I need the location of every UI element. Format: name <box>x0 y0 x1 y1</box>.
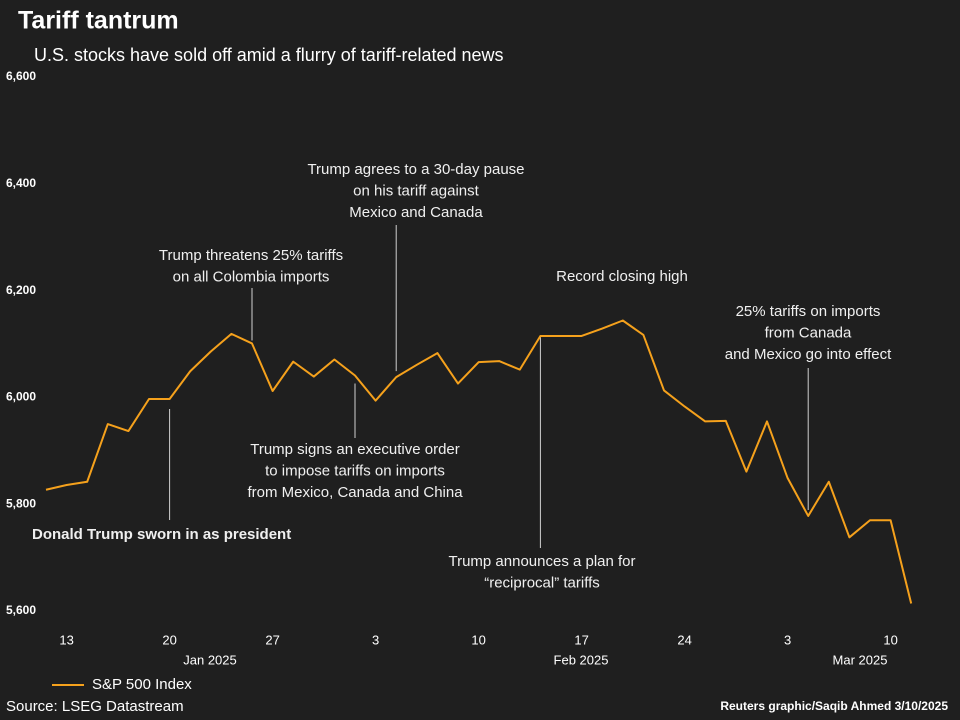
annotation: and Mexico go into effect <box>725 346 892 363</box>
x-tick-label: 10 <box>883 632 897 647</box>
annotation: to impose tariffs on imports <box>265 462 445 479</box>
source: Source: LSEG Datastream <box>6 698 184 715</box>
annotation: Mexico and Canada <box>349 204 483 221</box>
x-tick-label: 3 <box>372 632 379 647</box>
x-tick-label: 3 <box>784 632 791 647</box>
legend-label: S&P 500 Index <box>92 676 192 693</box>
annotation: “reciprocal” tariffs <box>484 574 600 591</box>
annotation: from Canada <box>765 324 852 341</box>
credit: Reuters graphic/Saqib Ahmed 3/10/2025 <box>720 699 948 713</box>
annotation: Record closing high <box>556 268 688 285</box>
annotation: Trump announces a plan for <box>448 553 635 570</box>
annotation: on all Colombia imports <box>173 268 330 285</box>
x-tick-label: 24 <box>677 632 691 647</box>
y-tick-label: 6,400 <box>6 176 36 190</box>
month-label: Jan 2025 <box>183 652 237 667</box>
x-tick-label: 27 <box>265 632 279 647</box>
y-tick-label: 5,600 <box>6 603 36 617</box>
annotation: 25% tariffs on imports <box>736 303 881 320</box>
month-label: Feb 2025 <box>554 652 609 667</box>
y-tick-label: 5,800 <box>6 496 36 510</box>
annotation: Trump signs an executive order <box>250 441 460 458</box>
y-tick-label: 6,000 <box>6 390 36 404</box>
data-line <box>45 319 913 604</box>
y-tick-label: 6,200 <box>6 283 36 297</box>
x-tick-label: 13 <box>59 632 73 647</box>
x-tick-label: 17 <box>574 632 588 647</box>
annotation: Trump threatens 25% tariffs <box>159 247 343 264</box>
chart-subtitle: U.S. stocks have sold off amid a flurry … <box>34 45 504 65</box>
annotation: Donald Trump sworn in as president <box>32 526 291 543</box>
annotation: Trump agrees to a 30-day pause <box>307 161 524 178</box>
annotation: on his tariff against <box>353 182 479 199</box>
x-tick-label: 20 <box>162 632 176 647</box>
annotation: from Mexico, Canada and China <box>247 484 463 501</box>
x-tick-label: 10 <box>471 632 485 647</box>
chart-title: Tariff tantrum <box>18 7 179 35</box>
month-label: Mar 2025 <box>833 652 888 667</box>
y-tick-label: 6,600 <box>6 69 36 83</box>
